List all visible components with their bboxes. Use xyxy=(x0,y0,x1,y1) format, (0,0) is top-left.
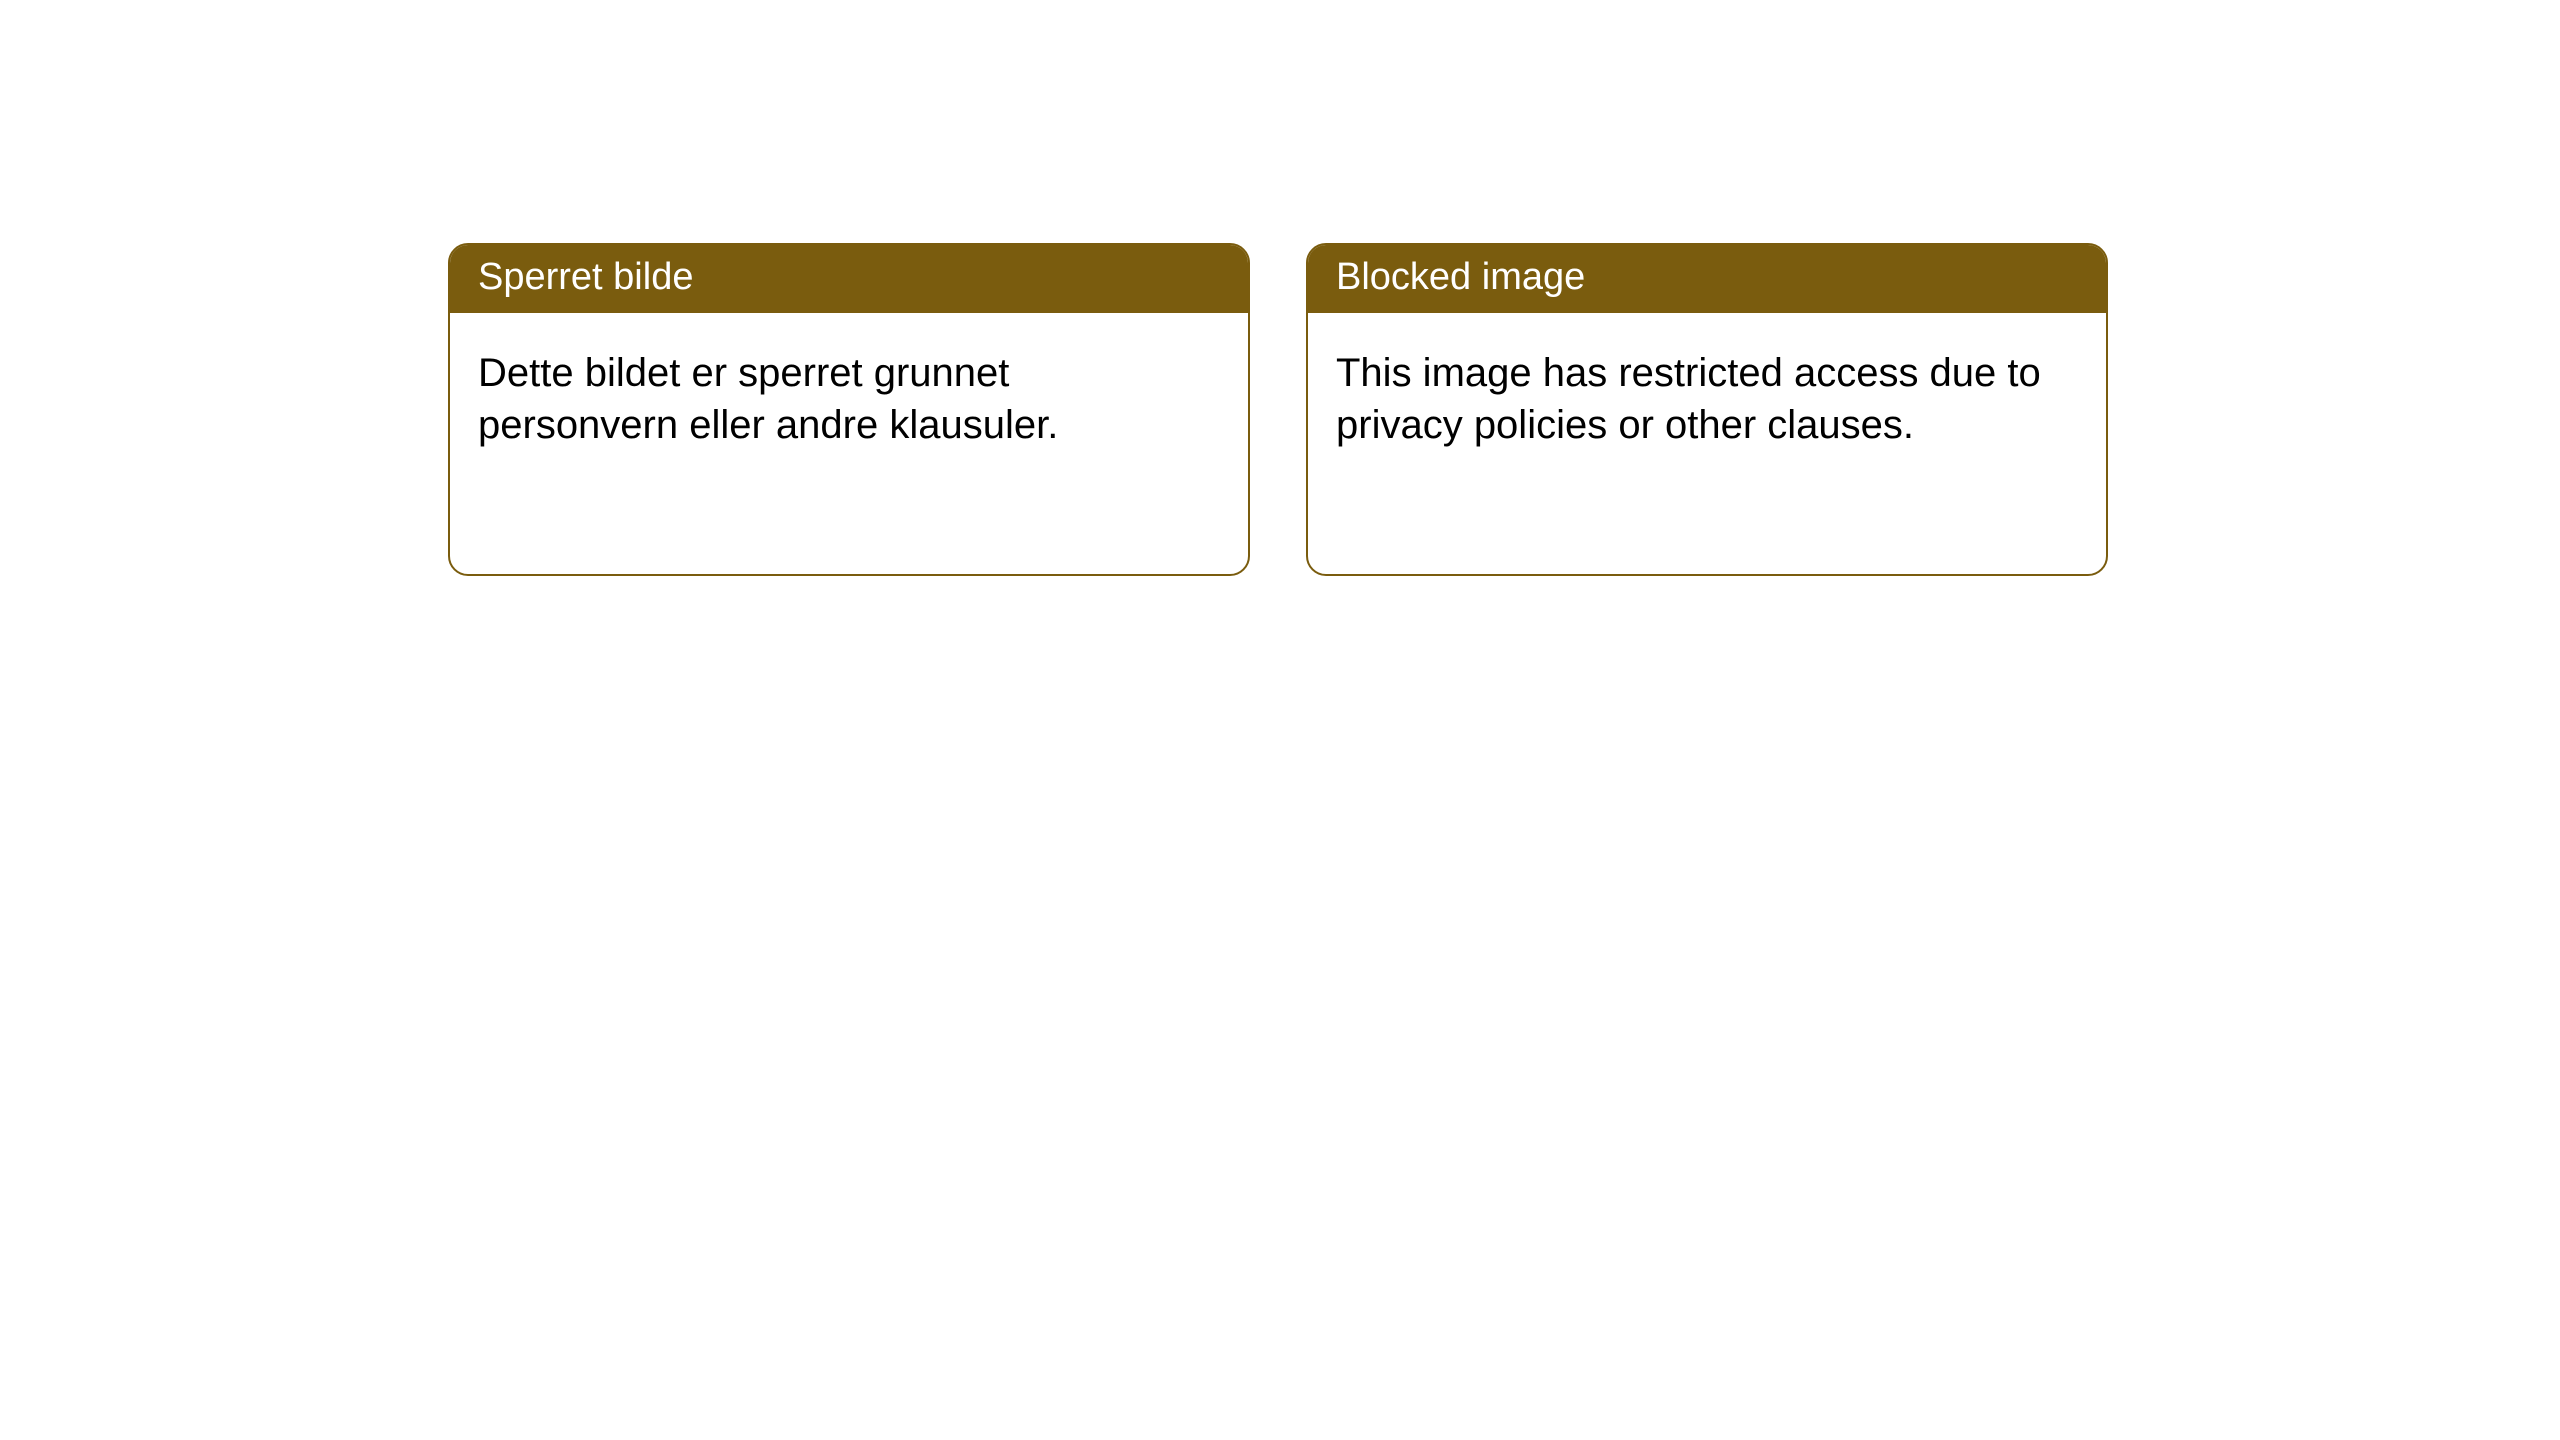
card-body: Dette bildet er sperret grunnet personve… xyxy=(450,313,1248,485)
notice-container: Sperret bilde Dette bildet er sperret gr… xyxy=(0,0,2560,576)
card-body-text: Dette bildet er sperret grunnet personve… xyxy=(478,351,1058,447)
blocked-image-card-no: Sperret bilde Dette bildet er sperret gr… xyxy=(448,243,1250,576)
card-header: Blocked image xyxy=(1308,245,2106,313)
card-title: Blocked image xyxy=(1336,256,1585,298)
blocked-image-card-en: Blocked image This image has restricted … xyxy=(1306,243,2108,576)
card-body: This image has restricted access due to … xyxy=(1308,313,2106,485)
card-title: Sperret bilde xyxy=(478,256,693,298)
card-header: Sperret bilde xyxy=(450,245,1248,313)
card-body-text: This image has restricted access due to … xyxy=(1336,351,2041,447)
